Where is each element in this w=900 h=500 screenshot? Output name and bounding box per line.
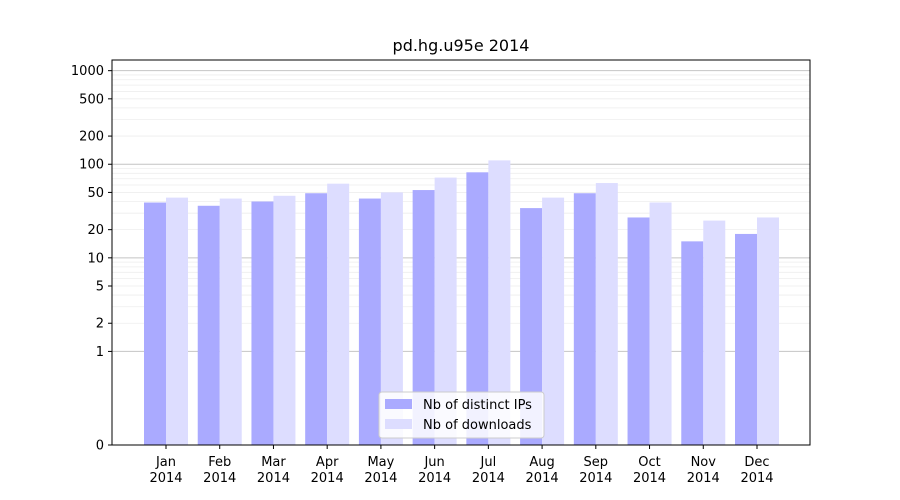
- legend-swatch: [385, 419, 412, 429]
- bar-distinct-ips-feb: [197, 205, 220, 445]
- legend: Nb of distinct IPs Nb of downloads: [378, 391, 545, 439]
- y-tick-label: 0: [96, 439, 104, 454]
- bar-downloads-jan: [166, 197, 188, 445]
- bar-downloads-feb: [219, 198, 242, 445]
- x-tick-label: Sep 2014: [579, 455, 612, 486]
- y-tick-label: 10: [87, 251, 104, 266]
- x-tick-label: Oct 2014: [633, 455, 666, 486]
- bar-distinct-ips-jun: [412, 190, 435, 445]
- bar-distinct-ips-dec: [735, 233, 757, 445]
- bar-distinct-ips-jul: [466, 172, 489, 446]
- y-tick-label: 5: [96, 280, 104, 295]
- y-tick-label: 100: [79, 158, 104, 173]
- legend-label: Nb of distinct IPs: [423, 398, 532, 413]
- bar-distinct-ips-nov: [681, 241, 704, 445]
- bar-downloads-jul: [488, 160, 511, 445]
- bar-distinct-ips-jan: [144, 202, 166, 445]
- y-tick-label: 2: [96, 317, 104, 332]
- bar-distinct-ips-may: [358, 198, 381, 445]
- y-tick-label: 20: [87, 223, 104, 238]
- bar-downloads-nov: [703, 220, 726, 445]
- bar-downloads-jun: [434, 177, 457, 446]
- x-tick-label: Mar 2014: [257, 455, 290, 486]
- chart-title: pd.hg.u95e 2014: [393, 36, 530, 55]
- legend-swatch: [385, 399, 412, 409]
- y-tick-label: 1: [96, 345, 104, 360]
- x-tick-label: Jan 2014: [149, 455, 182, 486]
- legend-box: [378, 391, 545, 439]
- bar-downloads-mar: [273, 195, 296, 445]
- bar-distinct-ips-sep: [573, 193, 596, 445]
- x-tick-label: Jun 2014: [418, 455, 451, 486]
- bar-downloads-oct: [649, 202, 672, 445]
- bars: [144, 160, 779, 446]
- x-tick-label: Dec 2014: [740, 455, 773, 486]
- bar-downloads-aug: [542, 197, 565, 445]
- x-axis: Jan 2014 Feb 2014 Mar 2014 Apr 2014 May 2014 Jun 20…: [149, 445, 774, 486]
- bar-distinct-ips-oct: [627, 217, 650, 445]
- bar-distinct-ips-apr: [305, 193, 328, 445]
- x-tick-label: Aug 2014: [526, 455, 559, 486]
- plot-frame: [111, 59, 811, 446]
- bar-downloads-apr: [327, 183, 350, 445]
- x-tick-label: Jul 2014: [472, 455, 505, 486]
- y-tick-label: 200: [79, 130, 104, 145]
- bar-distinct-ips-mar: [251, 201, 274, 445]
- x-tick-label: Apr 2014: [311, 455, 344, 486]
- y-tick-label: 500: [79, 92, 104, 107]
- bar-downloads-sep: [595, 183, 618, 446]
- x-tick-label: Feb 2014: [203, 455, 236, 486]
- y-tick-label: 50: [87, 186, 104, 201]
- y-tick-label: 1000: [71, 64, 104, 79]
- x-tick-label: Nov 2014: [687, 455, 720, 486]
- bar-distinct-ips-aug: [520, 208, 543, 445]
- x-tick-label: May 2014: [364, 455, 397, 486]
- legend-label: Nb of downloads: [423, 418, 532, 433]
- y-axis: 0 1 2 5 10 20 50 100 200 500 1000: [71, 64, 112, 454]
- bar-downloads-may: [380, 192, 403, 445]
- bar-downloads-dec: [757, 217, 779, 445]
